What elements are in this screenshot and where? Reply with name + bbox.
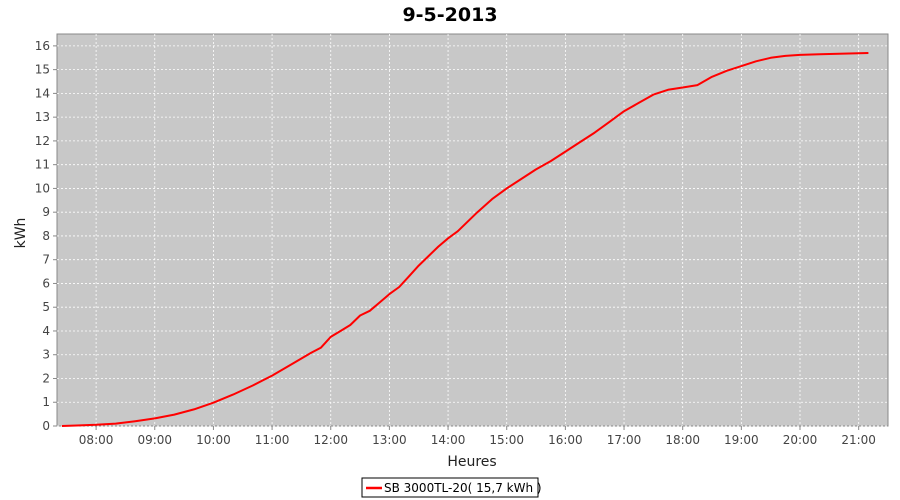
x-tick-label: 16:00: [548, 433, 583, 447]
y-tick-label: 1: [42, 395, 50, 409]
plot-area: [56, 33, 889, 427]
y-tick-label: 5: [42, 300, 50, 314]
y-axis-label: kWh: [13, 218, 29, 249]
x-tick-label: 13:00: [372, 433, 407, 447]
x-tick-label: 09:00: [137, 433, 172, 447]
x-tick-label: 12:00: [313, 433, 348, 447]
series-line: [61, 52, 869, 427]
y-tick-label: 16: [35, 39, 50, 53]
y-tick-label: 15: [35, 63, 50, 77]
y-tick-label: 9: [42, 205, 50, 219]
grid-layer: [57, 34, 888, 427]
y-tick-label: 0: [42, 419, 50, 433]
y-tick-label: 4: [42, 324, 50, 338]
x-tick-label: 10:00: [196, 433, 231, 447]
x-tick-label: 21:00: [841, 433, 876, 447]
x-axis-label: Heures: [447, 454, 496, 470]
legend: SB 3000TL-20( 15,7 kWh ): [361, 477, 542, 498]
x-tick-label: 11:00: [255, 433, 290, 447]
chart-title: 9-5-2013: [402, 4, 497, 26]
y-tick-label: 14: [35, 86, 50, 100]
legend-box: [361, 477, 539, 498]
x-tick-label: 15:00: [489, 433, 524, 447]
x-tick-label: 17:00: [607, 433, 642, 447]
y-tick-label: 8: [42, 229, 50, 243]
y-tick-label: 7: [42, 253, 50, 267]
y-tick-label: 2: [42, 371, 50, 385]
x-tick-label: 19:00: [724, 433, 759, 447]
x-tick-label: 14:00: [431, 433, 466, 447]
y-tick-label: 6: [42, 276, 50, 290]
y-tick-label: 3: [42, 348, 50, 362]
x-tick-label: 20:00: [783, 433, 818, 447]
y-tick-label: 13: [35, 110, 50, 124]
y-tick-label: 11: [35, 158, 50, 172]
x-tick-label: 08:00: [79, 433, 114, 447]
y-tick-label: 10: [35, 181, 50, 195]
y-tick-label: 12: [35, 134, 50, 148]
x-tick-label: 18:00: [665, 433, 700, 447]
legend-label: SB 3000TL-20( 15,7 kWh ): [384, 481, 542, 495]
series-layer: [61, 52, 869, 427]
